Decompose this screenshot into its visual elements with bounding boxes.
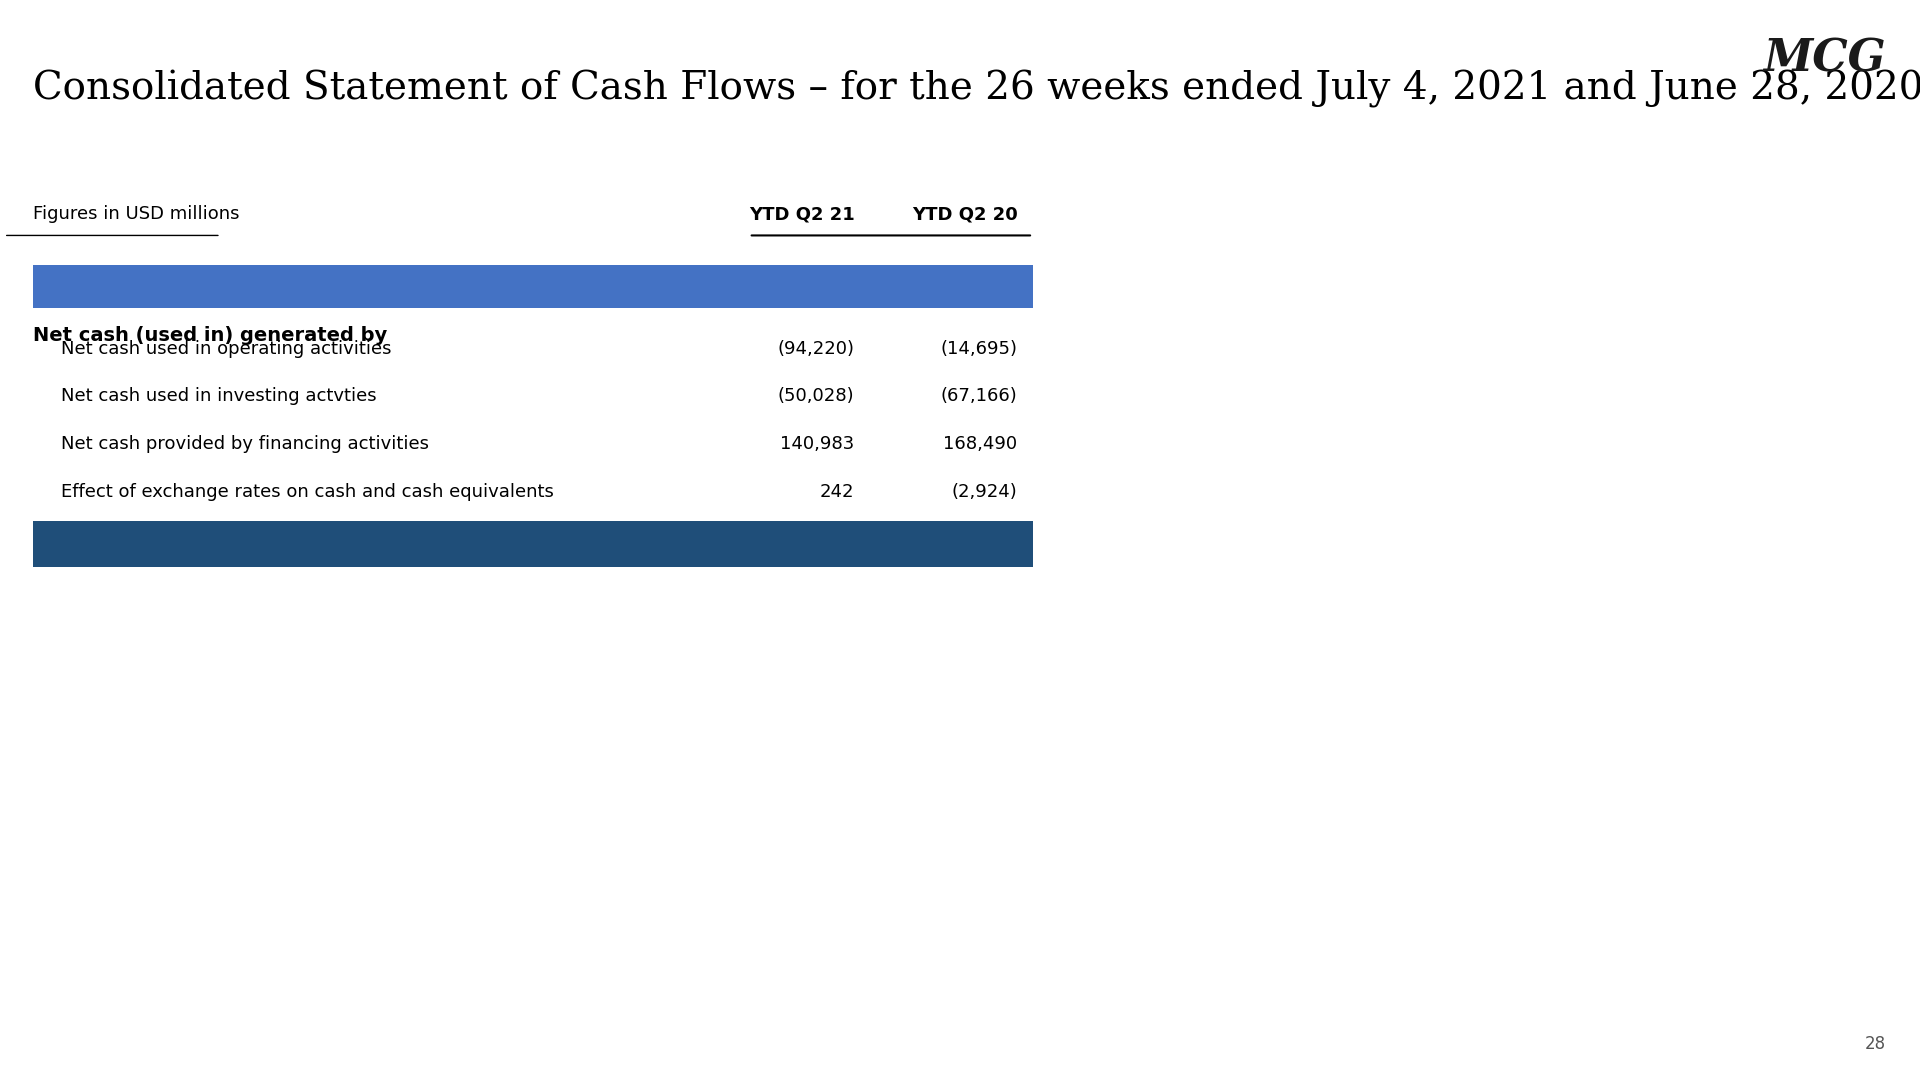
Text: (67,166): (67,166) xyxy=(941,388,1018,405)
Text: 140,983: 140,983 xyxy=(780,435,854,453)
Text: Effect of exchange rates on cash and cash equivalents: Effect of exchange rates on cash and cas… xyxy=(61,483,555,500)
Text: YTD Q2 20: YTD Q2 20 xyxy=(912,205,1018,224)
Text: 28: 28 xyxy=(1864,1035,1885,1053)
Text: Net cash used in operating activities: Net cash used in operating activities xyxy=(61,340,392,357)
Text: (2,924): (2,924) xyxy=(952,483,1018,500)
Text: Net increase (decrease) in cash and cash equivalents: Net increase (decrease) in cash and cash… xyxy=(33,530,572,548)
Text: MCG: MCG xyxy=(1763,38,1885,81)
Text: Figures in USD millions: Figures in USD millions xyxy=(33,205,240,224)
Text: (50,028): (50,028) xyxy=(778,388,854,405)
Text: 168,490: 168,490 xyxy=(943,435,1018,453)
Text: Net cash provided by financing activities: Net cash provided by financing activitie… xyxy=(61,435,430,453)
Text: 242: 242 xyxy=(820,483,854,500)
Text: Net cash used in investing actvties: Net cash used in investing actvties xyxy=(61,388,376,405)
Text: (94,220): (94,220) xyxy=(778,340,854,357)
Text: Consolidated Statement of Cash Flows – for the 26 weeks ended July 4, 2021 and J: Consolidated Statement of Cash Flows – f… xyxy=(33,70,1920,108)
Text: Net cash (used in) generated by: Net cash (used in) generated by xyxy=(33,326,388,346)
Text: (14,695): (14,695) xyxy=(941,340,1018,357)
Text: ($3,023): ($3,023) xyxy=(768,530,854,548)
Text: $83,705: $83,705 xyxy=(935,530,1018,548)
Text: YTD Q2 21: YTD Q2 21 xyxy=(749,205,854,224)
